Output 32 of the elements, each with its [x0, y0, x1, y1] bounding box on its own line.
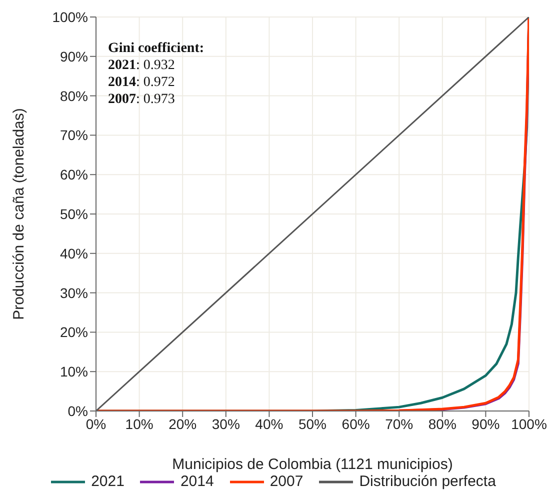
- x-tick-label: 80%: [428, 416, 456, 432]
- y-tick-label: 70%: [60, 127, 88, 144]
- annotation: 2007: 0.973: [108, 91, 176, 108]
- y-tick-label: 100%: [52, 8, 88, 25]
- y-tick-label: 60%: [60, 166, 88, 183]
- x-tick-label: 40%: [255, 416, 284, 432]
- x-tick-label: 10%: [125, 416, 154, 432]
- legend-label: Distribución perfecta: [358, 473, 496, 490]
- y-tick-label: 20%: [60, 324, 88, 340]
- annotation: Gini coefficient:: [108, 40, 204, 57]
- y-tick-label: 0%: [68, 402, 88, 419]
- x-tick-label: 100%: [511, 416, 547, 432]
- x-tick-label: 90%: [472, 416, 500, 432]
- x-tick-label: 50%: [298, 416, 327, 432]
- legend-label: 2007: [268, 473, 304, 490]
- x-tick-label: 70%: [385, 416, 414, 432]
- y-tick-label: 80%: [60, 88, 88, 104]
- y-axis-title: Producción de caña (toneladas): [10, 108, 28, 320]
- y-tick-label: 40%: [60, 245, 88, 262]
- legend-label: 2021: [90, 473, 124, 490]
- legend-label: 2014: [179, 473, 214, 490]
- annotation: 2014: 0.972: [108, 74, 176, 91]
- y-tick-label: 90%: [60, 48, 88, 64]
- x-tick-label: 30%: [212, 416, 240, 432]
- x-tick-label: 20%: [168, 416, 197, 432]
- y-tick-label: 10%: [60, 364, 88, 380]
- annotation: 2021: 0.932: [108, 57, 176, 74]
- x-tick-label: 60%: [342, 416, 370, 432]
- x-axis-title: Municipios de Colombia (1121 municipios): [172, 456, 453, 473]
- x-tick-label: 0%: [86, 416, 106, 432]
- y-tick-label: 30%: [60, 284, 88, 301]
- y-tick-label: 50%: [60, 206, 88, 222]
